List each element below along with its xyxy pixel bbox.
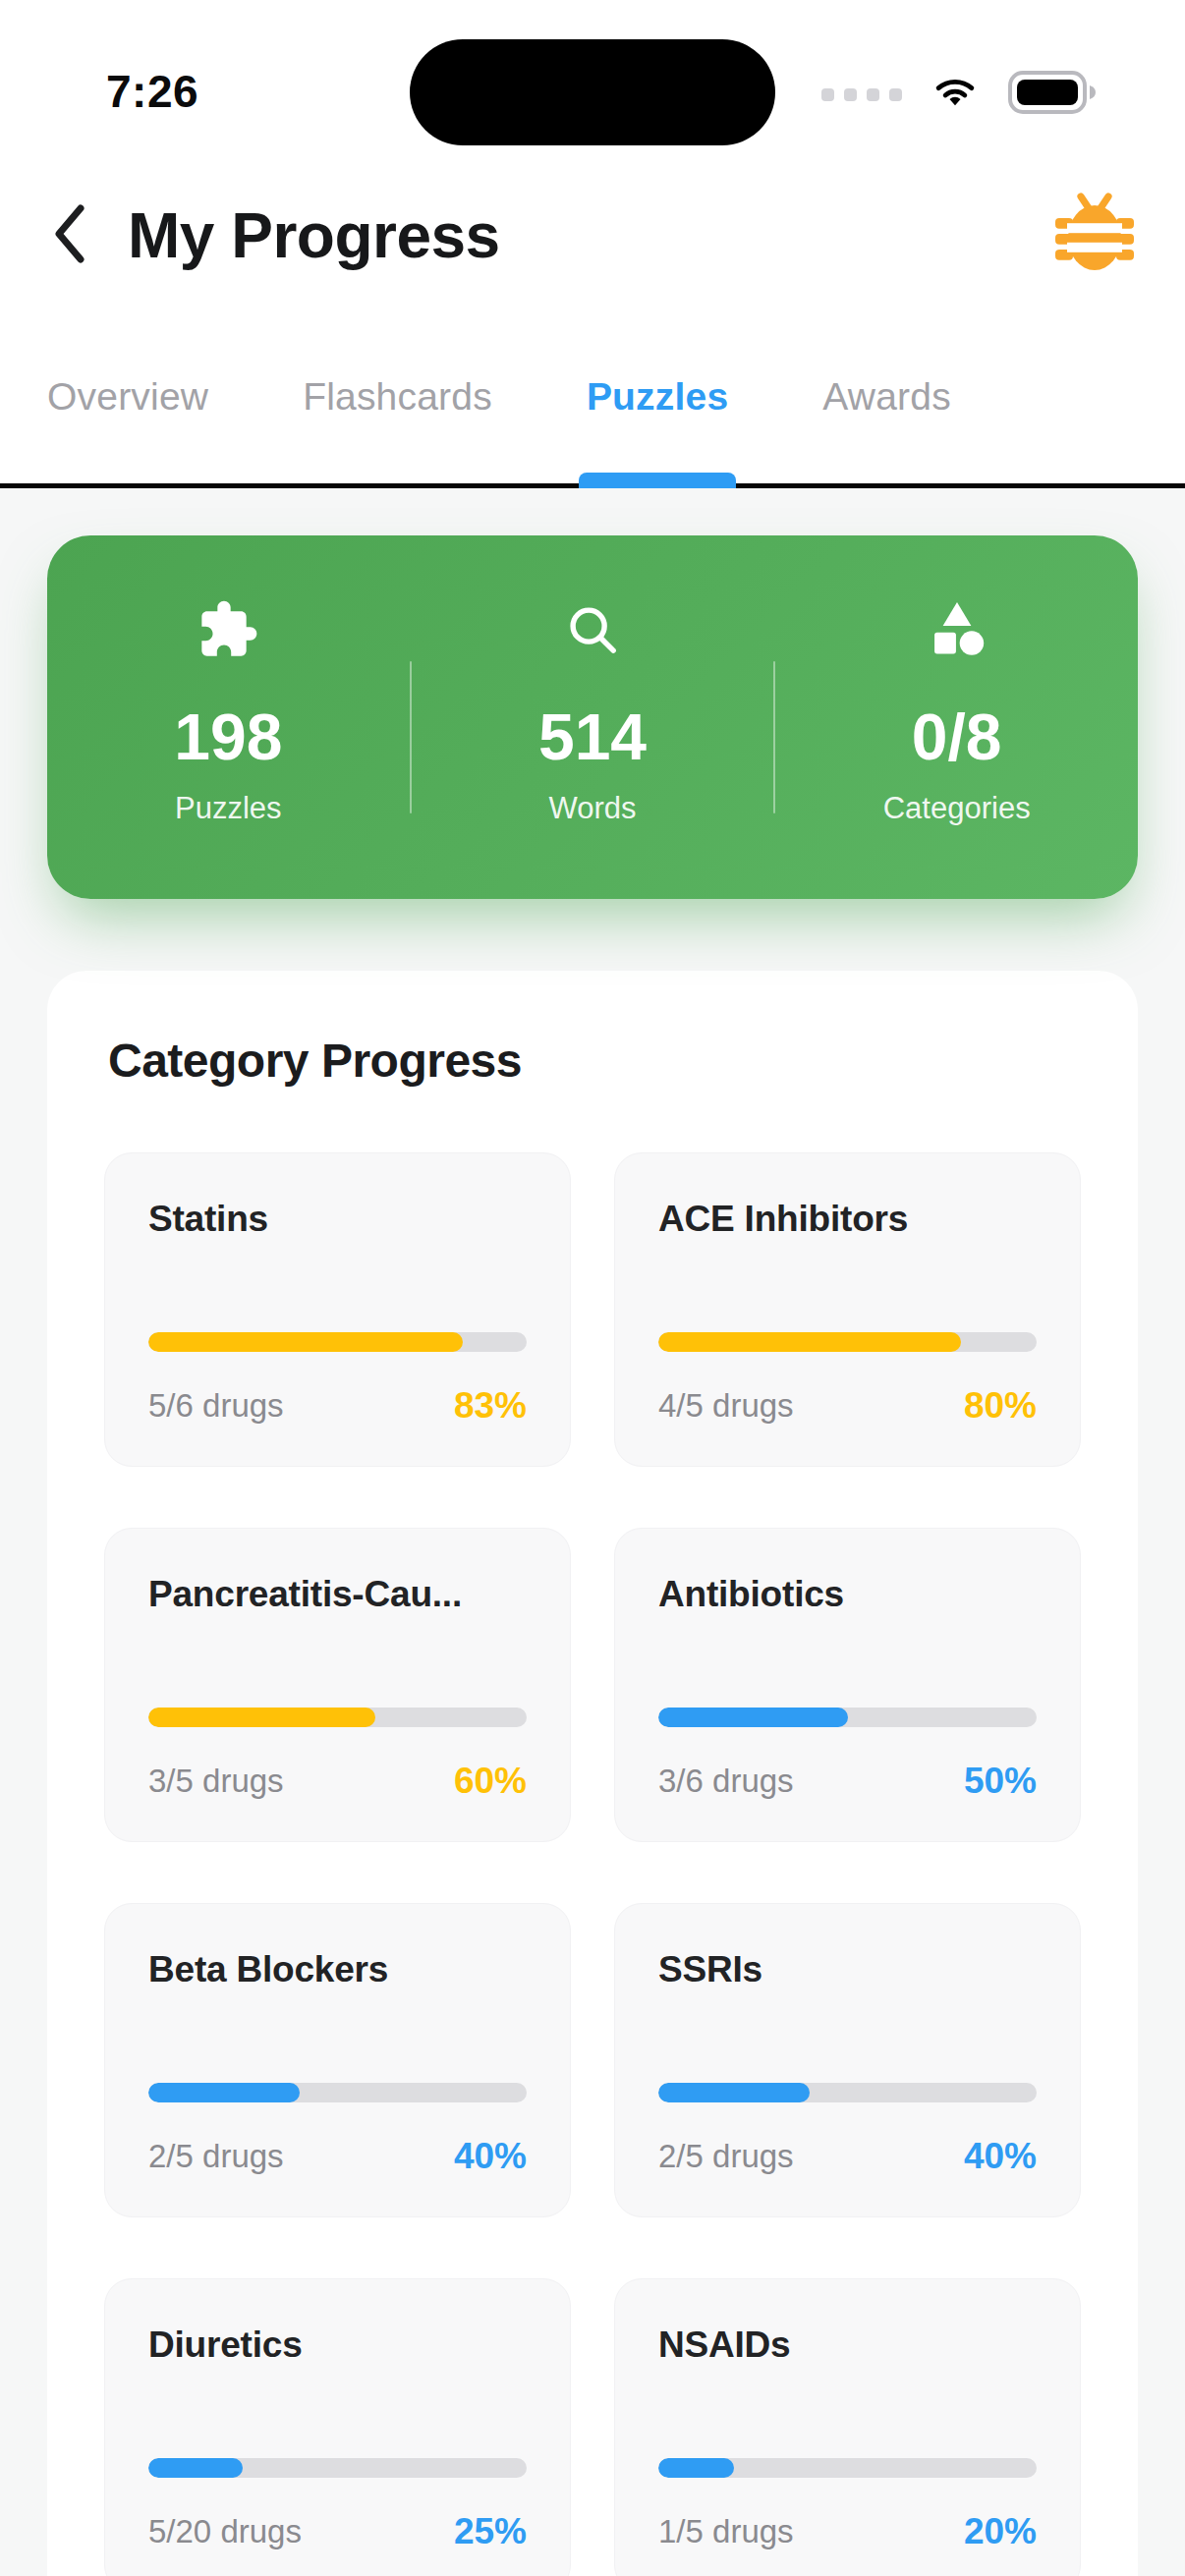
category-card[interactable]: Diuretics 5/20 drugs 25% — [104, 2278, 571, 2576]
stat-value: 514 — [538, 704, 647, 769]
category-card[interactable]: ACE Inhibitors 4/5 drugs 80% — [614, 1152, 1081, 1467]
back-button[interactable] — [51, 185, 130, 283]
stat-column: 514 Words — [412, 535, 774, 899]
category-card[interactable]: Pancreatitis-Cau... 3/5 drugs 60% — [104, 1528, 571, 1842]
progress-bar-track — [148, 1332, 527, 1352]
active-tab-indicator — [579, 473, 736, 488]
category-card[interactable]: SSRIs 2/5 drugs 40% — [614, 1903, 1081, 2217]
progress-bar-track — [658, 2458, 1037, 2478]
section-title: Category Progress — [108, 1034, 1081, 1088]
progress-bar-fill — [658, 1332, 961, 1352]
stat-label: Words — [549, 791, 637, 826]
progress-bar-fill — [658, 2083, 810, 2102]
cellular-signal-icon — [821, 88, 902, 101]
drug-count: 5/6 drugs — [148, 1387, 284, 1425]
search-icon — [562, 596, 623, 663]
category-card[interactable]: Beta Blockers 2/5 drugs 40% — [104, 1903, 571, 2217]
category-title: ACE Inhibitors — [658, 1199, 1037, 1240]
stat-value: 0/8 — [912, 704, 1002, 769]
progress-bar-track — [148, 2083, 527, 2102]
status-bar: 7:26 — [0, 0, 1185, 147]
percent-value: 50% — [964, 1761, 1037, 1802]
stat-label: Puzzles — [175, 791, 282, 826]
category-card[interactable]: NSAIDs 1/5 drugs 20% — [614, 2278, 1081, 2576]
chevron-left-icon — [51, 202, 90, 265]
progress-bar-track — [658, 1708, 1037, 1727]
stat-column: 198 Puzzles — [47, 535, 410, 899]
puzzle-icon — [197, 596, 259, 663]
percent-value: 40% — [454, 2136, 527, 2177]
progress-bar-track — [148, 2458, 527, 2478]
drug-count: 2/5 drugs — [148, 2138, 284, 2175]
category-title: SSRIs — [658, 1949, 1037, 1990]
app-screen: 7:26 — [0, 0, 1185, 2576]
progress-bar-fill — [658, 1708, 848, 1727]
page-title: My Progress — [128, 199, 500, 272]
tab-awards[interactable]: Awards — [822, 375, 951, 419]
progress-bar-fill — [148, 2083, 300, 2102]
stat-column: 0/8 Categories — [775, 535, 1138, 899]
dynamic-island — [410, 39, 775, 145]
status-icons — [821, 71, 1099, 118]
progress-bar-track — [658, 2083, 1037, 2102]
bug-icon — [1047, 181, 1142, 283]
bug-report-button[interactable] — [1047, 181, 1142, 283]
status-time: 7:26 — [106, 65, 198, 118]
header: My Progress — [0, 147, 1185, 324]
wifi-icon — [928, 71, 983, 118]
category-title: Pancreatitis-Cau... — [148, 1574, 527, 1615]
tab-flashcards[interactable]: Flashcards — [303, 375, 492, 419]
progress-bar-fill — [148, 1332, 463, 1352]
battery-icon — [1008, 71, 1099, 118]
category-card[interactable]: Antibiotics 3/6 drugs 50% — [614, 1528, 1081, 1842]
percent-value: 20% — [964, 2511, 1037, 2552]
category-title: Beta Blockers — [148, 1949, 527, 1990]
category-title: NSAIDs — [658, 2324, 1037, 2366]
percent-value: 60% — [454, 1761, 527, 1802]
category-icon — [926, 596, 988, 663]
progress-bar-fill — [148, 1708, 375, 1727]
drug-count: 3/6 drugs — [658, 1763, 794, 1800]
category-title: Statins — [148, 1199, 527, 1240]
content-area: 198 Puzzles 514 Words 0/8 Categories Cat… — [0, 488, 1185, 2576]
progress-bar-track — [658, 1332, 1037, 1352]
percent-value: 40% — [964, 2136, 1037, 2177]
progress-bar-fill — [658, 2458, 734, 2478]
category-progress-card: Category Progress Statins 5/6 drugs 83% … — [47, 971, 1138, 2576]
stat-label: Categories — [883, 791, 1031, 826]
stat-value: 198 — [174, 704, 282, 769]
drug-count: 1/5 drugs — [658, 2513, 794, 2550]
tab-overview[interactable]: Overview — [47, 375, 208, 419]
tab-bar: Overview Flashcards Puzzles Awards — [0, 324, 1185, 488]
drug-count: 5/20 drugs — [148, 2513, 302, 2550]
percent-value: 80% — [964, 1385, 1037, 1427]
puzzle-stats-card: 198 Puzzles 514 Words 0/8 Categories — [47, 535, 1138, 899]
category-title: Antibiotics — [658, 1574, 1037, 1615]
drug-count: 4/5 drugs — [658, 1387, 794, 1425]
category-title: Diuretics — [148, 2324, 527, 2366]
percent-value: 25% — [454, 2511, 527, 2552]
drug-count: 2/5 drugs — [658, 2138, 794, 2175]
category-card[interactable]: Statins 5/6 drugs 83% — [104, 1152, 571, 1467]
drug-count: 3/5 drugs — [148, 1763, 284, 1800]
percent-value: 83% — [454, 1385, 527, 1427]
progress-bar-fill — [148, 2458, 243, 2478]
category-grid: Statins 5/6 drugs 83% ACE Inhibitors 4/5… — [104, 1152, 1081, 2576]
progress-bar-track — [148, 1708, 527, 1727]
tab-puzzles[interactable]: Puzzles — [587, 375, 728, 419]
